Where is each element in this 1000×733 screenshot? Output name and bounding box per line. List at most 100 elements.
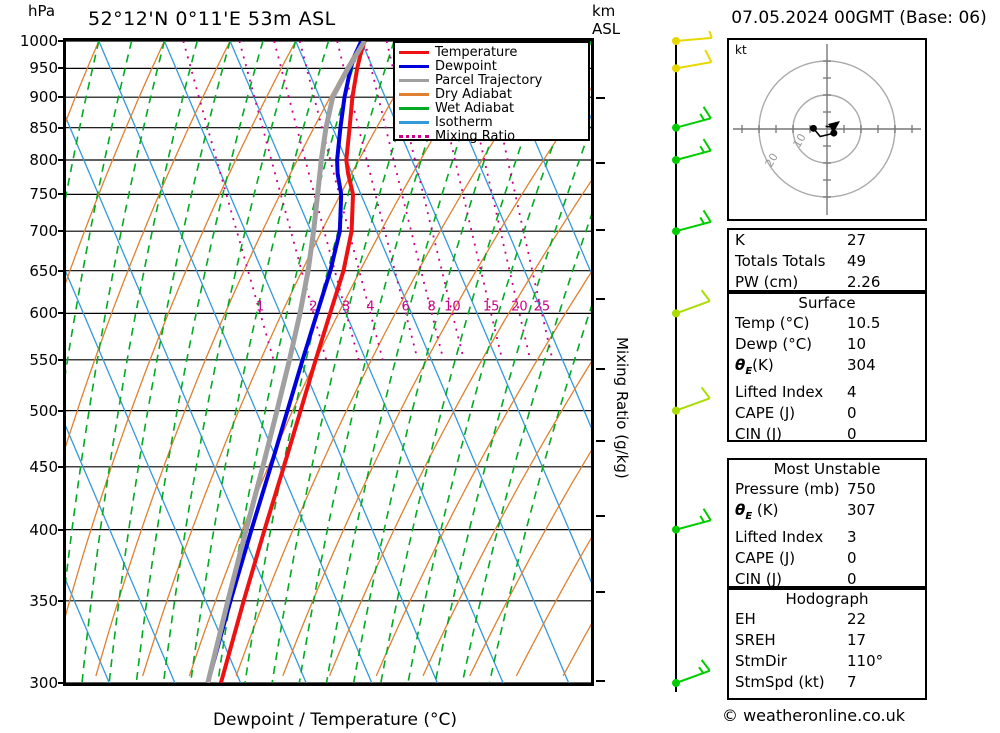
- skewt-plot-area[interactable]: 1 2 3 4 6 8 10 15 20 25: [63, 38, 594, 686]
- pressure-tick-label: 1000: [19, 32, 58, 50]
- pressure-tick: [58, 312, 66, 315]
- wind-barb: [672, 659, 711, 687]
- legend-swatch-icon: [399, 78, 429, 82]
- height-tick: [596, 440, 605, 443]
- legend-item: Dry Adiabat: [399, 87, 588, 101]
- legend-item-label: Temperature: [435, 44, 518, 60]
- info-row-value: 10.5: [847, 314, 881, 332]
- lcl-tick: [596, 680, 605, 682]
- info-row-value: 7: [847, 673, 857, 691]
- info-row-label: K: [735, 231, 745, 249]
- info-row-value: 307: [847, 501, 876, 519]
- svg-text:4: 4: [366, 299, 374, 314]
- info-row-label: CIN (J): [735, 570, 783, 588]
- pressure-tick: [58, 230, 66, 233]
- info-row-value: 304: [847, 356, 876, 374]
- copyright-notice: © weatheronline.co.uk: [722, 706, 905, 725]
- legend-swatch-icon: [399, 120, 429, 124]
- legend-item-label: Dry Adiabat: [435, 86, 512, 102]
- surface-heading: Surface: [798, 294, 856, 312]
- pressure-tick-label: 750: [29, 185, 58, 204]
- info-row-value: 4: [847, 383, 857, 401]
- info-row: K 27: [729, 230, 925, 251]
- svg-text:15: 15: [483, 299, 500, 314]
- mixing-ratio-axis-title: Mixing Ratio (g/kg): [613, 337, 631, 479]
- pressure-tick-label: 800: [29, 150, 58, 169]
- pressure-axis-ticks: [58, 0, 66, 733]
- wind-barb: [672, 138, 712, 164]
- pressure-tick: [58, 465, 66, 468]
- svg-text:6: 6: [402, 299, 410, 314]
- info-row-label: CAPE (J): [735, 549, 796, 567]
- info-row-label: CIN (J): [735, 425, 783, 443]
- pressure-tick: [58, 158, 66, 161]
- height-tick: [596, 162, 605, 165]
- temperature-axis-labels: [0, 690, 650, 712]
- pressure-tick: [58, 682, 66, 684]
- pressure-tick: [58, 269, 66, 272]
- info-row-label: Dewp (°C): [735, 335, 813, 353]
- info-row-label: θE (K): [735, 501, 779, 522]
- wind-barb-column: [672, 30, 713, 692]
- hodograph-stats-box: Hodograph EH 22 SREH 17 StmDir 110° StmSpd (kt)…: [727, 588, 927, 700]
- pressure-tick: [58, 96, 66, 99]
- pressure-tick-label: 850: [29, 118, 58, 137]
- legend-item: Mixing Ratio: [399, 129, 588, 143]
- pressure-tick: [58, 126, 66, 129]
- legend-item: Wet Adiabat: [399, 101, 588, 115]
- pressure-tick-label: 300: [29, 674, 58, 692]
- legend-item-label: Dewpoint: [435, 58, 497, 74]
- wind-barb: [672, 289, 711, 318]
- svg-text:8: 8: [428, 299, 436, 314]
- pressure-tick: [58, 409, 66, 412]
- legend-item: Dewpoint: [399, 59, 588, 73]
- info-row: EH 22: [729, 609, 925, 630]
- info-row-value: 110°: [847, 652, 884, 670]
- legend-item-label: Mixing Ratio: [435, 128, 516, 144]
- info-row-value: 0: [847, 570, 857, 588]
- svg-text:1: 1: [256, 299, 264, 314]
- svg-text:10: 10: [444, 299, 461, 314]
- pressure-tick: [58, 358, 66, 361]
- info-row-label: Lifted Index: [735, 528, 824, 546]
- info-row-value: 49: [847, 252, 867, 270]
- info-row-value: 2.26: [847, 273, 881, 291]
- hodograph-plot[interactable]: kt 102040: [690, 0, 964, 266]
- info-row-label: Temp (°C): [735, 314, 810, 332]
- height-tick: [596, 96, 605, 99]
- pressure-tick-label: 450: [29, 457, 58, 476]
- wind-barb: [672, 508, 712, 534]
- legend-swatch-icon: [399, 64, 429, 68]
- info-row-label: SREH: [735, 631, 776, 649]
- legend-item-label: Wet Adiabat: [435, 100, 515, 116]
- info-row-label: CAPE (J): [735, 404, 796, 422]
- hodograph-svg: 102040: [690, 0, 964, 266]
- wind-barb: [672, 30, 713, 45]
- pressure-tick-label: 600: [29, 304, 58, 323]
- info-row-label: StmSpd (kt): [735, 673, 825, 691]
- info-row-label: θE(K): [735, 356, 774, 377]
- info-row-value: 0: [847, 549, 857, 567]
- pressure-axis-labels: 300 350 400 450 500 550 600 650 700 750 800 850 900 9…: [0, 0, 58, 733]
- height-tick: [596, 297, 605, 300]
- svg-text:2: 2: [309, 299, 317, 314]
- pressure-tick-label: 900: [29, 88, 58, 107]
- height-tick: [596, 590, 605, 593]
- info-row: Lifted Index 4: [729, 382, 925, 403]
- page-title: 52°12'N 0°11'E 53m ASL: [88, 8, 336, 30]
- info-row: θE (K) 307: [729, 500, 925, 527]
- info-row: θE(K) 304: [729, 355, 925, 382]
- info-row: Pressure (mb) 750: [729, 479, 925, 500]
- pressure-tick: [58, 528, 66, 531]
- hodograph-ring-label: 20: [763, 151, 781, 170]
- surface-parcel-box: Surface Temp (°C) 10.5 Dewp (°C) 10 θE(K) 304 L…: [727, 292, 927, 443]
- svg-text:25: 25: [534, 299, 551, 314]
- info-row-value: 10: [847, 335, 867, 353]
- info-row-value: 0: [847, 425, 857, 443]
- height-unit-label-asl: ASL: [592, 20, 621, 38]
- pressure-tick-label: 950: [29, 59, 58, 78]
- info-row: Dewp (°C) 10: [729, 334, 925, 355]
- info-row-label: Lifted Index: [735, 383, 824, 401]
- pressure-tick: [58, 67, 66, 70]
- legend-swatch-icon: [399, 134, 429, 138]
